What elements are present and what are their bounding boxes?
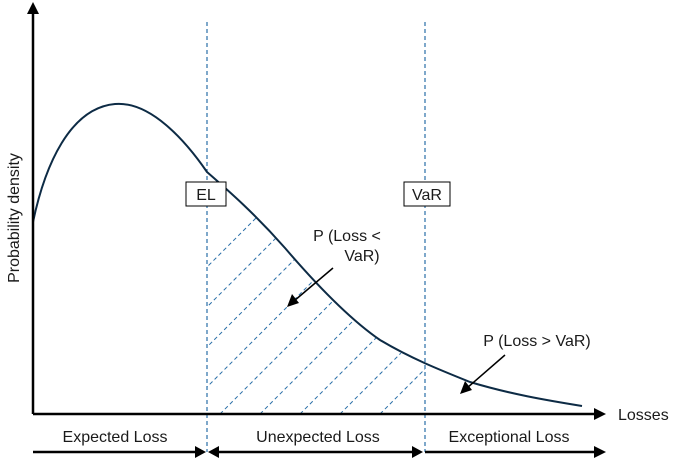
el-marker-box — [185, 181, 227, 207]
x-axis-label: Losses — [618, 407, 669, 424]
hatched-area-p-loss-less-var — [207, 183, 425, 414]
el-marker-label: EL — [196, 187, 216, 204]
density-curve — [32, 102, 583, 407]
y-axis-label: Probability density — [6, 153, 23, 283]
exceptional-loss-arrow — [425, 446, 606, 458]
exceptional-loss-label: Exceptional Loss — [449, 429, 570, 446]
y-axis-arrowhead — [27, 2, 39, 14]
var-marker-label: VaR — [412, 187, 442, 204]
x-axis-arrowhead — [594, 408, 606, 420]
var-marker-box — [403, 181, 451, 207]
p-loss-greater-var-label: P (Loss > VaR) — [483, 333, 590, 350]
expected-loss-arrow — [33, 446, 206, 458]
p-loss-less-var-line1: P (Loss < — [313, 228, 381, 245]
p-loss-less-var-arrow — [287, 267, 334, 307]
unexpected-loss-arrow — [208, 446, 423, 458]
p-loss-less-var-line2: VaR) — [344, 248, 379, 265]
unexpected-loss-label: Unexpected Loss — [256, 429, 380, 446]
expected-loss-label: Expected Loss — [63, 429, 168, 446]
p-loss-greater-var-arrow — [460, 354, 506, 394]
